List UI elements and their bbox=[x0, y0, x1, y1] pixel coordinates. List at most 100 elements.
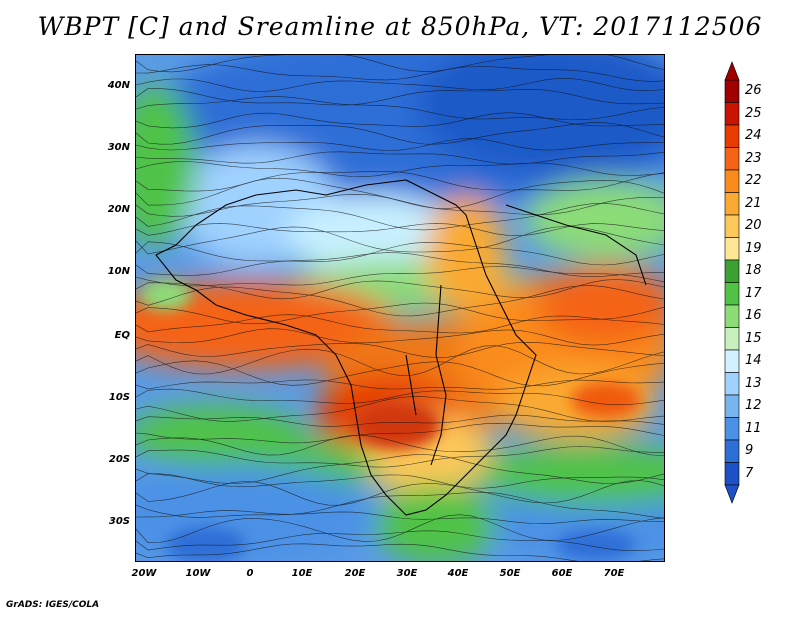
streamline bbox=[136, 193, 664, 217]
colorbar-cell bbox=[724, 79, 740, 103]
streamline bbox=[136, 454, 664, 484]
streamline bbox=[136, 446, 664, 468]
colorbar-label: 13 bbox=[745, 375, 762, 391]
streamline bbox=[136, 530, 664, 551]
streamline bbox=[136, 151, 664, 165]
colorbar-cell bbox=[724, 439, 740, 463]
colorbar-cell bbox=[724, 237, 740, 261]
streamline bbox=[136, 252, 664, 278]
lon-label: 60E bbox=[551, 568, 573, 579]
colorbar-label: 19 bbox=[745, 240, 762, 256]
colorbar-label: 9 bbox=[745, 443, 754, 459]
streamline bbox=[136, 279, 664, 300]
lon-label: 0 bbox=[246, 568, 254, 579]
lon-label: 10W bbox=[185, 568, 211, 579]
streamline bbox=[136, 328, 664, 346]
colorbar-label: 15 bbox=[745, 330, 762, 346]
streamline-layer bbox=[136, 55, 664, 561]
streamline bbox=[136, 314, 664, 334]
streamline bbox=[136, 388, 664, 406]
colorbar-label: 11 bbox=[745, 420, 762, 436]
streamline bbox=[136, 473, 664, 489]
colorbar-label: 20 bbox=[745, 218, 762, 234]
colorbar-cell bbox=[724, 147, 740, 171]
colorbar-cell bbox=[724, 372, 740, 396]
lon-label: 30E bbox=[396, 568, 418, 579]
colorbar-cell bbox=[724, 102, 740, 126]
colorbar-label: 22 bbox=[745, 173, 762, 189]
lon-label: 50E bbox=[499, 568, 521, 579]
lon-label: 20E bbox=[344, 568, 366, 579]
colorbar-cell bbox=[724, 327, 740, 351]
streamline bbox=[136, 414, 664, 427]
colorbar-cell bbox=[724, 259, 740, 283]
streamline bbox=[136, 241, 664, 266]
streamline bbox=[136, 285, 664, 317]
colorbar-label: 12 bbox=[745, 398, 762, 414]
wbpt-field-map bbox=[136, 55, 664, 561]
streamline bbox=[136, 202, 664, 231]
streamline bbox=[136, 422, 664, 444]
colorbar-label: 7 bbox=[745, 465, 754, 481]
streamline bbox=[136, 88, 664, 106]
colorbar-max-arrow bbox=[724, 61, 740, 81]
streamline bbox=[136, 171, 664, 192]
streamline bbox=[136, 138, 664, 151]
colorbar-cell bbox=[724, 214, 740, 238]
lat-label: 20S bbox=[108, 454, 130, 465]
streamline bbox=[136, 64, 664, 82]
streamline bbox=[136, 223, 664, 237]
colorbar-label: 23 bbox=[745, 150, 762, 166]
streamline bbox=[136, 96, 664, 121]
colorbar-label: 21 bbox=[745, 195, 762, 211]
map-panel bbox=[135, 54, 665, 562]
lat-label: 30S bbox=[108, 516, 130, 527]
lon-label: 10E bbox=[291, 568, 313, 579]
colorbar-label: 16 bbox=[745, 308, 762, 324]
coastline-layer bbox=[155, 179, 647, 516]
streamline bbox=[136, 122, 664, 145]
colorbar-label: 17 bbox=[745, 285, 762, 301]
streamline bbox=[136, 543, 664, 561]
lon-label: 20W bbox=[131, 568, 157, 579]
streamline bbox=[136, 360, 664, 387]
lat-label: 10N bbox=[107, 266, 130, 277]
map-title: WBPT [C] and Sreamline at 850hPa, VT: 20… bbox=[37, 12, 763, 41]
streamline bbox=[136, 55, 664, 73]
streamline bbox=[136, 396, 664, 422]
colorbar-label: 26 bbox=[745, 83, 762, 99]
lon-label: 40E bbox=[447, 568, 469, 579]
colorbar-cell bbox=[724, 417, 740, 441]
temperature-field bbox=[136, 55, 664, 561]
streamline bbox=[136, 510, 664, 525]
streamline bbox=[136, 161, 664, 178]
streamline bbox=[136, 341, 664, 358]
streamline bbox=[136, 434, 664, 456]
lat-label: 40N bbox=[107, 80, 130, 91]
streamline bbox=[136, 514, 664, 544]
footer-credit: GrADS: IGES/COLA bbox=[6, 600, 100, 610]
colorbar-cell bbox=[724, 282, 740, 306]
colorbar-min-arrow bbox=[724, 484, 740, 504]
lat-label: 10S bbox=[108, 392, 130, 403]
lat-label: 30N bbox=[107, 142, 130, 153]
streamline bbox=[136, 345, 664, 376]
colorbar-label: 25 bbox=[745, 105, 762, 121]
colorbar-cell bbox=[724, 394, 740, 418]
streamline bbox=[136, 480, 664, 506]
colorbar-cell bbox=[724, 124, 740, 148]
streamline bbox=[136, 302, 664, 325]
colorbar-cell bbox=[724, 462, 740, 486]
colorbar-cell bbox=[724, 304, 740, 328]
streamline bbox=[136, 492, 664, 519]
colorbar-cell bbox=[724, 169, 740, 193]
streamline bbox=[136, 266, 664, 287]
colorbar-label: 24 bbox=[745, 128, 762, 144]
lon-label: 70E bbox=[603, 568, 625, 579]
streamline bbox=[136, 77, 664, 92]
lat-label: 20N bbox=[107, 204, 130, 215]
colorbar-cell bbox=[724, 349, 740, 373]
streamline bbox=[136, 379, 664, 390]
colorbar-label: 14 bbox=[745, 353, 762, 369]
colorbar-cell bbox=[724, 192, 740, 216]
